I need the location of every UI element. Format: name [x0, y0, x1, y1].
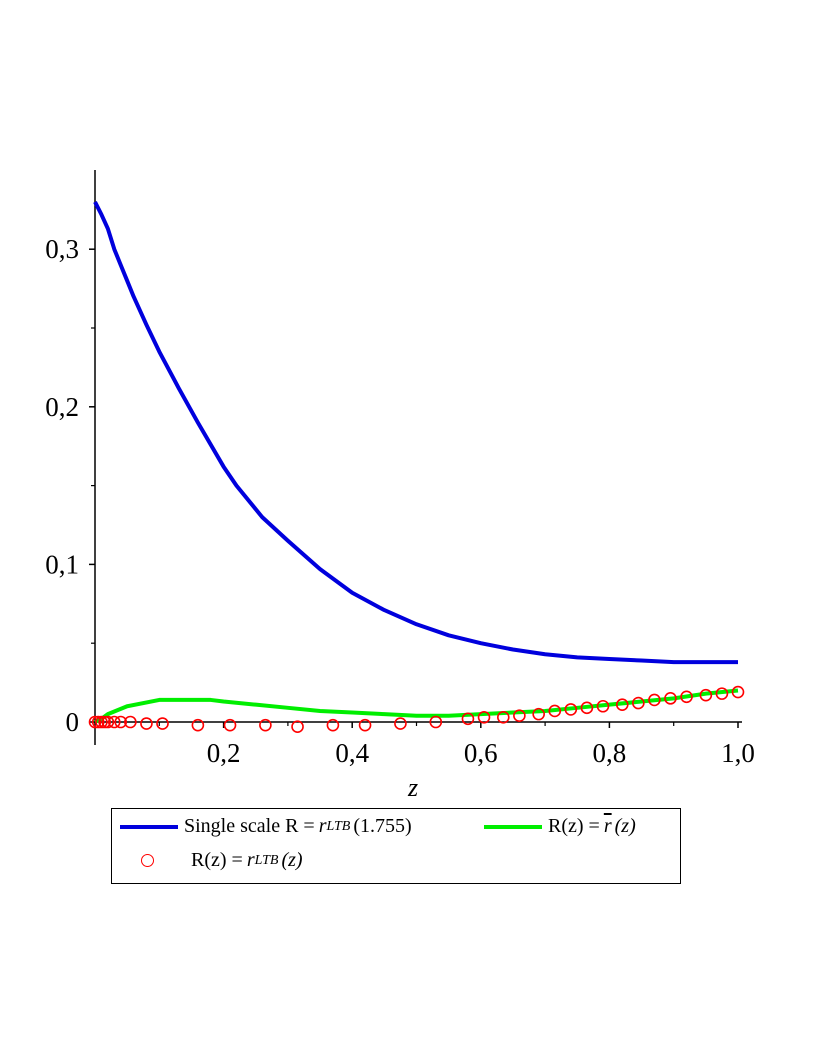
chart-legend: Single scale R = r LTB (1.755) R(z) = r (…	[111, 808, 681, 884]
data-point-marker	[699, 688, 713, 702]
y-tick-label: 0,3	[45, 234, 79, 264]
y-tick-label: 0,1	[45, 549, 79, 579]
data-point-marker	[580, 701, 594, 715]
legend-text-a: R(z) =	[191, 849, 243, 871]
series-line-1	[93, 201, 738, 665]
data-point-marker	[91, 715, 105, 729]
data-point-marker	[564, 703, 578, 716]
data-point-marker	[632, 696, 645, 710]
legend-swatch-red-circle	[141, 854, 154, 867]
data-point-marker	[513, 709, 526, 722]
data-point-marker	[615, 698, 629, 711]
data-point-marker	[461, 712, 475, 726]
legend-swatch-green-line	[484, 824, 542, 829]
legend-entry-r-bar: R(z) = r (z)	[484, 815, 636, 838]
legend-text-a: R(z) =	[548, 815, 600, 837]
data-point-marker	[664, 692, 677, 705]
data-point-marker	[124, 715, 137, 729]
series-line-2	[94, 688, 739, 724]
x-tick-label: 0,2	[207, 738, 241, 768]
tick-labels: 0 0,1 0,2 0,3 0,2 0,4 0,6 0,8 1,0	[45, 234, 755, 768]
legend-subscript: LTB	[254, 852, 279, 868]
x-tick-label: 0,6	[464, 738, 498, 768]
data-point-marker	[731, 685, 745, 699]
legend-entry-single-scale: Single scale R = r LTB (1.755)	[120, 815, 412, 838]
data-point-marker	[358, 718, 372, 732]
x-tick-label: 1,0	[721, 738, 755, 768]
data-point-marker	[88, 715, 102, 729]
y-tick-label: 0,2	[45, 392, 79, 422]
data-point-marker	[596, 699, 610, 713]
data-point-marker	[223, 718, 237, 732]
legend-symbol: r	[318, 815, 327, 837]
legend-text-a: Single scale R =	[184, 815, 315, 837]
y-tick-label: 0	[66, 707, 80, 737]
data-point-marker	[497, 710, 510, 724]
legend-symbol: r	[603, 815, 612, 837]
legend-text-b: (1.755)	[353, 815, 412, 837]
legend-symbol: r	[246, 849, 255, 871]
x-axis-label: z	[407, 773, 418, 802]
data-point-marker	[98, 715, 111, 729]
data-point-marker	[532, 707, 545, 721]
data-point-marker	[95, 715, 108, 729]
data-point-marker	[107, 715, 121, 729]
data-point-marker	[191, 718, 205, 732]
data-point-marker	[101, 715, 115, 729]
data-point-marker	[680, 690, 693, 704]
legend-entry-r-ltb: R(z) = r LTB (z)	[112, 849, 303, 872]
data-point-marker	[548, 704, 562, 718]
x-tick-label: 0,4	[335, 738, 369, 768]
data-point-marker	[394, 717, 407, 730]
data-point-marker	[114, 715, 128, 729]
data-point-marker	[477, 710, 491, 724]
data-point-marker	[259, 718, 272, 732]
data-point-marker	[429, 715, 443, 729]
legend-text-b: (z)	[614, 815, 636, 837]
x-tick-label: 0,8	[593, 738, 627, 768]
data-point-marker	[715, 687, 729, 700]
data-point-marker	[140, 717, 153, 730]
legend-text-b: (z)	[281, 849, 303, 871]
data-point-marker	[156, 717, 169, 730]
legend-swatch-blue-line	[120, 824, 178, 829]
data-point-marker	[291, 720, 304, 734]
data-point-marker	[326, 718, 340, 732]
data-point-marker	[648, 693, 661, 707]
chart-series	[88, 201, 745, 734]
legend-subscript: LTB	[326, 818, 351, 834]
